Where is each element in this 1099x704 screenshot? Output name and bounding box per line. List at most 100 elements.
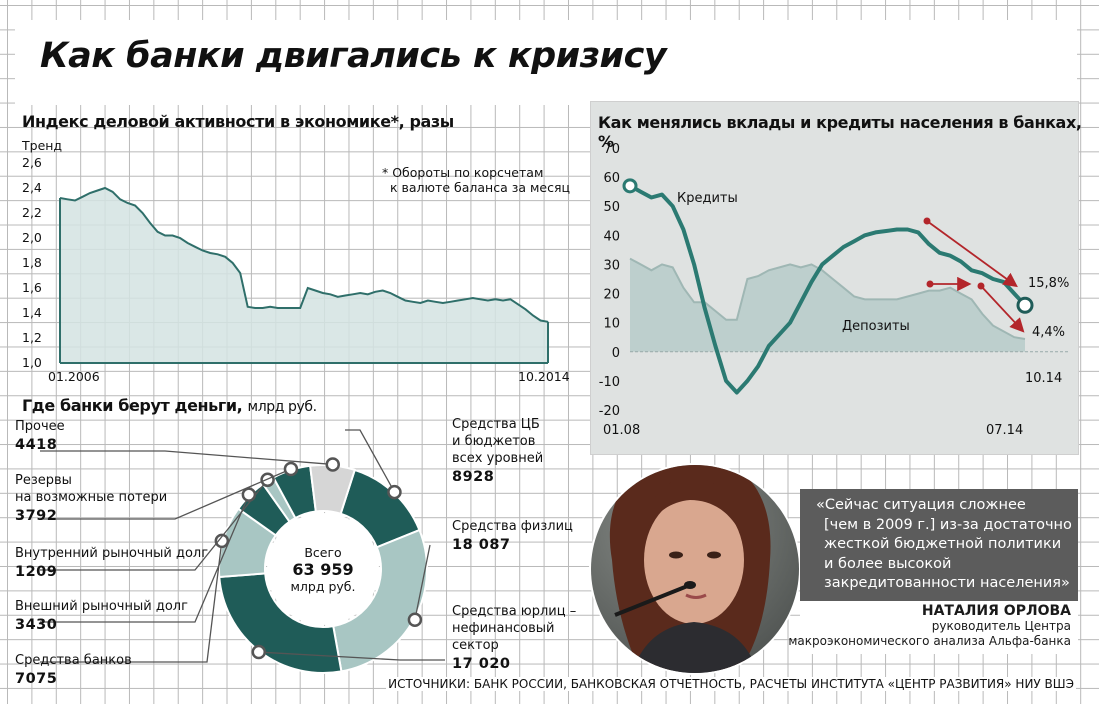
donut-marker (283, 461, 299, 477)
chart1-ylabel: Тренд (22, 138, 63, 153)
chart1-ytick-label: 1,4 (22, 305, 42, 320)
chart2-title: Как менялись вклады и кредиты населения … (598, 113, 1082, 151)
chart3-title-main: Где банки берут деньги (22, 396, 237, 415)
chart1-title: Индекс деловой активности в экономике*, … (22, 112, 454, 131)
donut-marker (260, 472, 275, 488)
chart1-ytick-label: 2,0 (22, 230, 42, 245)
donut-slice-value: 1209 (15, 564, 57, 580)
donut-slice-label: Резервы (15, 473, 72, 488)
donut-slice-label: на возможные потери (15, 490, 167, 505)
title-box (15, 20, 1077, 105)
donut-slice-label: всех уровней (452, 451, 543, 466)
chart2-ytick-label: 60 (603, 171, 620, 186)
chart2-deposits-area (630, 258, 1025, 352)
chart1-line (59, 186, 549, 323)
chart2-series-label-deposits: Депозиты (842, 319, 910, 334)
author-name: НАТАЛИЯ ОРЛОВА (921, 603, 1071, 619)
chart1-ytick-label: 1,2 (22, 330, 42, 345)
donut-center-label: Всего (304, 545, 341, 560)
chart1-ytick-label: 1,8 (22, 255, 42, 270)
chart2-ytick-label: -10 (599, 375, 620, 390)
chart2-credits-line (629, 184, 1027, 395)
chart2-ytick-label: 20 (603, 288, 620, 303)
author-box (800, 601, 1078, 654)
quote-line: жесткой бюджетной политики (824, 536, 1062, 552)
donut-marker (214, 533, 230, 549)
chart2-trend-arrow (980, 285, 1025, 333)
quote-line: и более высокой (824, 555, 952, 572)
chart3-title: Где банки берут деньги, млрд руб. (22, 396, 317, 415)
donut-slice-label: Внутренний рыночный долг (15, 546, 208, 561)
donut-slice (332, 528, 428, 673)
quote-line: «Сейчас ситуация сложнее (816, 497, 1026, 513)
chart2-ytick-label: 70 (603, 142, 620, 157)
chart1-ytick-label: 2,2 (22, 205, 42, 220)
donut-leader-line (345, 429, 396, 493)
page-title: Как банки двигались к кризису (40, 36, 667, 76)
donut-marker (325, 457, 341, 472)
chart2-right-date-label: 10.14 (1025, 371, 1062, 386)
donut-leader-line (40, 494, 250, 623)
donut-slice-value: 18 087 (452, 537, 511, 553)
chart2-credits-end-label: 15,8% (1028, 276, 1069, 291)
chart1-ytick-label: 2,4 (22, 180, 42, 195)
chart1-note-line1: * Обороты по корсчетам (382, 165, 544, 180)
chart1-area (60, 188, 548, 363)
donut-marker (251, 644, 267, 660)
donut-slice (309, 464, 356, 516)
donut-slice-value: 3430 (15, 617, 57, 633)
donut-marker (407, 612, 423, 628)
chart2-series-label-credits: Кредиты (677, 191, 738, 206)
donut-slice-label: Внешний рыночный долг (15, 599, 188, 614)
chart2-ytick-label: 30 (603, 258, 620, 273)
donut-leader-line (40, 450, 333, 466)
donut-slice-label: Средства ЦБ (452, 417, 540, 432)
donut-slice-value: 7075 (15, 671, 57, 687)
donut-slice-value: 8928 (452, 469, 494, 485)
donut-slice-value: 4418 (15, 437, 57, 453)
chart3-title-unit: млрд руб. (247, 399, 318, 415)
donut-leader-line (40, 540, 223, 663)
author-position-line: руководитель Центра (931, 619, 1071, 633)
chart2-credits-start-marker (622, 178, 638, 194)
donut-slice-value: 3792 (15, 508, 57, 524)
quote-author: НАТАЛИЯ ОРЛОВА руководитель Центра макро… (788, 603, 1071, 649)
donut-slice-label: Средства юрлиц – (452, 604, 576, 619)
donut-leader-line (414, 544, 431, 620)
donut-slice-label: сектор (452, 638, 499, 653)
donut-slice-label: Средства физлиц (452, 519, 573, 534)
chart2-xtick-label: 07.14 (986, 423, 1023, 438)
chart2-ytick-label: 50 (603, 200, 620, 215)
donut-slice-label: нефинансовый (452, 621, 555, 636)
donut-slice-value: 17 020 (452, 656, 511, 672)
chart1-note-line2: к валюте баланса за месяц (390, 180, 571, 195)
donut-slice (218, 572, 343, 674)
chart2-ytick-label: 0 (612, 346, 620, 361)
sources-footnote: ИСТОЧНИКИ: БАНК РОССИИ, БАНКОВСКАЯ ОТЧЕТ… (386, 677, 1076, 691)
donut-hole (267, 513, 379, 625)
donut-center-unit: млрд руб. (291, 579, 356, 594)
chart1-ytick-label: 1,0 (22, 355, 42, 370)
donut-slice-label: Средства банков (15, 653, 132, 668)
donut-slice-label: и бюджетов (452, 434, 535, 449)
chart1-ytick-label: 1,6 (22, 280, 42, 295)
donut-center-total: 63 959 (292, 560, 353, 579)
chart2-ytick-label: 40 (603, 229, 620, 244)
chart2-ytick-label: -20 (599, 404, 620, 419)
quote-text: «Сейчас ситуация сложнее [чем в 2009 г.]… (816, 496, 1078, 594)
chart2-credits-end-marker (1016, 296, 1034, 314)
donut-marker (387, 484, 402, 500)
chart2-xtick-label: 01.08 (603, 423, 640, 438)
chart2-ytick-label: 10 (603, 317, 620, 332)
quote-box (800, 489, 1078, 601)
chart2-trend-arrow (926, 220, 1018, 288)
quote-line: закредитованности населения» (824, 575, 1070, 591)
author-position-line: макроэкономического анализа Альфа-банка (788, 634, 1071, 648)
chart2-deposits-end-label: 4,4% (1032, 325, 1065, 340)
donut-leader-line (258, 651, 445, 661)
donut-slice-label: Прочее (15, 419, 65, 434)
